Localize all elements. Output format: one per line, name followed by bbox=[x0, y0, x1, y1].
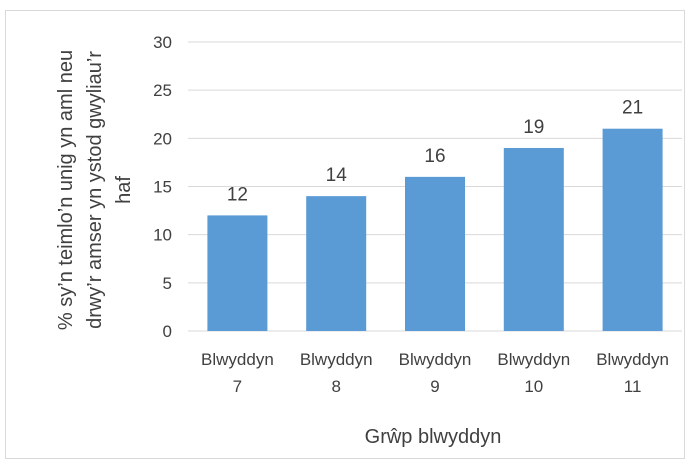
x-tick-label: Blwyddyn bbox=[201, 350, 274, 369]
y-tick-label: 10 bbox=[153, 226, 172, 245]
bar bbox=[503, 147, 564, 331]
bars bbox=[207, 128, 663, 331]
data-label: 14 bbox=[326, 165, 348, 186]
bar bbox=[207, 215, 268, 331]
data-label: 19 bbox=[523, 117, 544, 138]
y-tick-label: 25 bbox=[153, 81, 172, 100]
x-tick-label: Blwyddyn bbox=[596, 350, 669, 369]
bar bbox=[405, 176, 465, 331]
x-tick-label: 8 bbox=[331, 377, 340, 396]
y-tick-label: 5 bbox=[163, 274, 172, 293]
data-labels: 12 14 16 19 21 bbox=[227, 98, 643, 206]
y-tick-label: 20 bbox=[153, 129, 172, 148]
y-tick-label: 30 bbox=[153, 33, 172, 52]
x-tick-label: Blwyddyn bbox=[300, 350, 373, 369]
x-tick-label: 11 bbox=[624, 377, 642, 396]
bar bbox=[306, 196, 367, 331]
x-tick-label: Blwyddyn bbox=[399, 350, 472, 369]
data-label: 16 bbox=[424, 146, 445, 167]
data-label: 21 bbox=[622, 98, 643, 119]
x-tick-label: 9 bbox=[430, 377, 439, 396]
x-axis-ticks: Blwyddyn 7 Blwyddyn 8 Blwyddyn 9 Blwyddyn 10 Blw… bbox=[201, 350, 669, 396]
y-axis-title-line: drwy’r amser yn ystod gwyliau’r bbox=[84, 51, 106, 329]
y-axis-title-line: haf bbox=[113, 176, 135, 204]
y-axis-title: % sy’n teimlo’n unig yn aml neu drwy’r am… bbox=[55, 50, 135, 330]
y-axis-ticks: 0 5 10 15 20 25 30 bbox=[153, 33, 172, 341]
data-label: 12 bbox=[227, 184, 248, 205]
y-tick-label: 0 bbox=[163, 322, 172, 341]
bar bbox=[602, 128, 663, 331]
x-tick-label: Blwyddyn bbox=[497, 350, 570, 369]
y-axis-title-line: % sy’n teimlo’n unig yn aml neu bbox=[55, 50, 77, 330]
x-axis-title: Grŵp blwyddyn bbox=[365, 426, 502, 448]
y-tick-label: 15 bbox=[153, 178, 172, 197]
gridlines bbox=[188, 41, 682, 332]
x-tick-label: 10 bbox=[524, 377, 543, 396]
x-tick-label: 7 bbox=[233, 377, 242, 396]
